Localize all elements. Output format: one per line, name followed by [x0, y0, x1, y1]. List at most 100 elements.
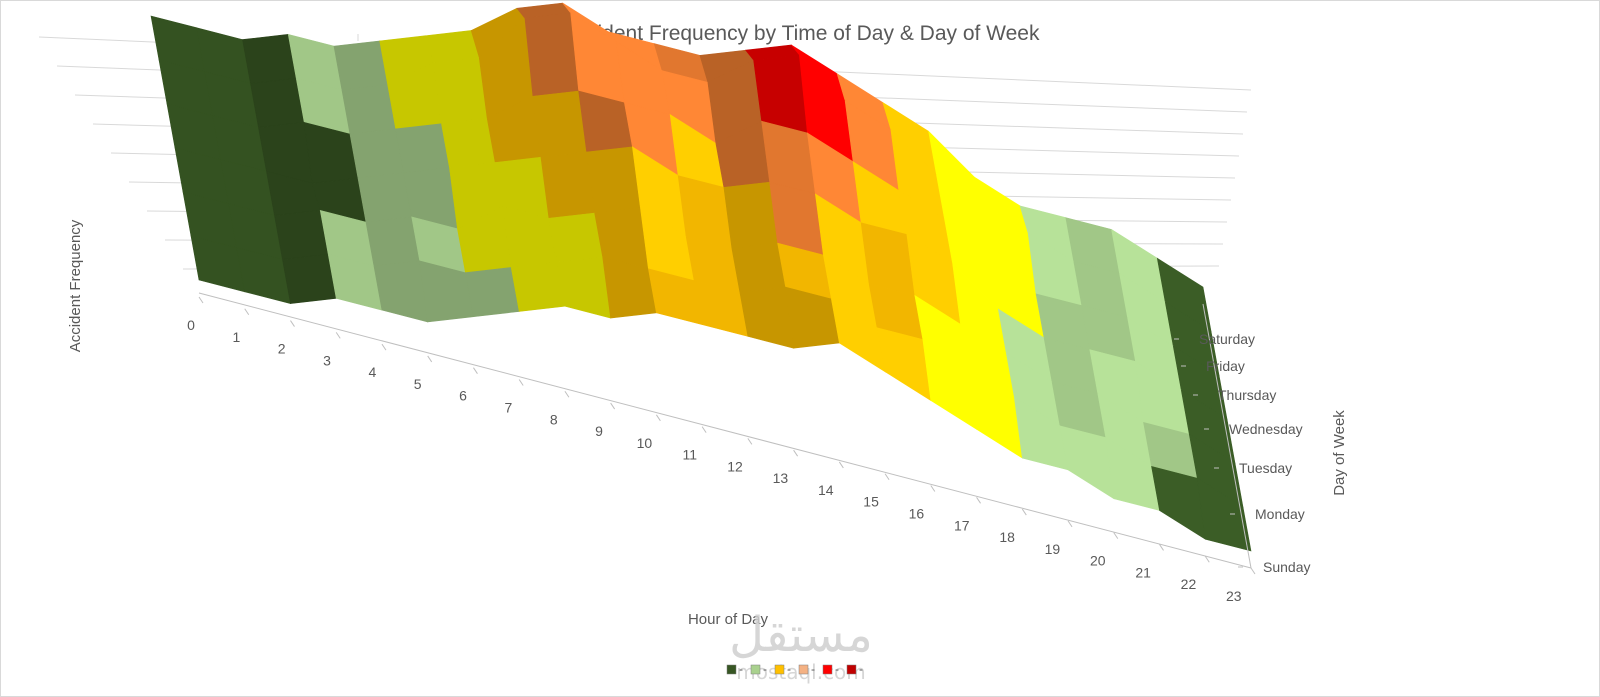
legend-label: -: [835, 662, 839, 676]
hour-tick: [335, 332, 341, 339]
legend-label: -: [787, 662, 791, 676]
surface-plot: [150, 2, 1252, 552]
legend-label: -: [859, 662, 863, 676]
hour-tick: [1021, 508, 1027, 516]
hour-tick-label: 2: [278, 341, 286, 357]
surface-cell: [274, 210, 329, 260]
legend-label: -: [811, 662, 815, 676]
surface-cell: [556, 256, 612, 319]
surface-cell: [731, 242, 786, 293]
hour-tick: [976, 497, 981, 504]
hour-tick-label: 3: [323, 352, 331, 368]
surface-cell: [540, 151, 595, 219]
surface-cell: [465, 267, 520, 318]
legend-swatch: [774, 664, 785, 675]
surface-cell: [739, 286, 794, 349]
hour-tick: [244, 308, 250, 316]
surface-cell: [357, 172, 413, 223]
hour-tick-label: 15: [863, 494, 879, 510]
hour-tick-label: 11: [682, 447, 697, 463]
surface-cell: [532, 90, 587, 158]
hour-axis-line: [198, 292, 1252, 569]
surface-cell: [333, 40, 389, 91]
hour-tick: [290, 320, 295, 327]
hour-tick-label: 16: [909, 506, 925, 522]
hour-tick: [701, 426, 707, 433]
hour-tick-label: 19: [1045, 541, 1061, 557]
hour-tick-label: 4: [368, 364, 376, 380]
hour-tick-label: 8: [550, 411, 558, 427]
surface-cell: [250, 78, 305, 128]
hour-tick: [1250, 567, 1256, 575]
hour-tick: [1159, 544, 1164, 551]
hour-tick-label: 9: [595, 423, 603, 439]
hour-tick-label: 22: [1181, 576, 1197, 592]
surface-cell: [242, 34, 297, 84]
day-tick-label: Thursday: [1218, 387, 1276, 403]
hour-tick: [427, 355, 433, 363]
hour-tick-label: 13: [773, 470, 789, 486]
day-axis-line: [1202, 303, 1252, 569]
surface-cell: [395, 123, 450, 174]
surface-cell: [1196, 477, 1252, 552]
day-tick-label: Monday: [1255, 506, 1305, 522]
hour-tick: [198, 296, 204, 304]
surface-cell: [150, 15, 206, 73]
surface-cell: [723, 181, 778, 249]
hour-tick: [564, 390, 570, 398]
hour-tick: [1204, 555, 1210, 563]
hour-tick-label: 12: [727, 458, 743, 474]
hour-tick: [610, 402, 616, 410]
hour-tick: [838, 461, 844, 469]
surface-cell: [433, 57, 488, 125]
hour-tick-label: 18: [999, 529, 1015, 545]
hour-tick: [1067, 520, 1073, 528]
legend-swatch: [798, 664, 809, 675]
surface-cell: [510, 261, 566, 312]
day-tick-label: Wednesday: [1229, 421, 1303, 437]
hour-tick: [793, 449, 799, 457]
surface-cell: [341, 84, 397, 135]
hour-tick-label: 23: [1226, 588, 1242, 604]
hour-tick: [747, 438, 753, 445]
day-axis-title: Day of Week: [1331, 410, 1348, 496]
surface-cell: [548, 212, 604, 263]
z-axis-title: Accident Frequency: [67, 219, 84, 352]
day-tick-label: Sunday: [1263, 559, 1310, 575]
day-tick-label: Tuesday: [1239, 460, 1292, 476]
hour-tick: [381, 343, 387, 351]
hour-tick: [518, 379, 524, 386]
surface-cell: [349, 128, 405, 179]
watermark-arabic: مستقل: [729, 607, 873, 663]
surface-cell: [365, 216, 421, 267]
surface-cell: [373, 260, 429, 323]
hour-tick: [1113, 532, 1119, 539]
legend-swatch: [750, 664, 761, 675]
hour-tick: [473, 367, 478, 374]
hour-tick-label: 20: [1090, 553, 1106, 569]
legend-swatch: [846, 664, 857, 675]
hour-tick-label: 6: [459, 388, 467, 404]
hour-tick-label: 14: [818, 482, 834, 498]
chart-title: Accident Frequency by Time of Day & Day …: [563, 22, 1040, 45]
legend-swatch: [726, 664, 737, 675]
legend-label: -: [739, 662, 743, 676]
hour-tick-label: 21: [1135, 564, 1151, 580]
day-axis: Sunday Monday Tuesday Wednesday Thursday Frid…: [1174, 303, 1310, 575]
surface-cell: [524, 12, 579, 97]
watermark: مستقل mostaql.com: [729, 607, 873, 684]
surface-cell: [282, 254, 337, 304]
hour-tick: [884, 473, 890, 481]
hour-tick: [930, 485, 936, 492]
surface-cell: [586, 146, 641, 214]
surface-cell: [425, 30, 480, 64]
legend-label: -: [763, 662, 767, 676]
surface-cell: [441, 118, 496, 169]
hour-tick-label: 0: [187, 317, 195, 333]
day-tick-label: Friday: [1206, 358, 1245, 374]
hour-tick: [655, 414, 661, 422]
hour-tick-label: 10: [637, 435, 653, 451]
